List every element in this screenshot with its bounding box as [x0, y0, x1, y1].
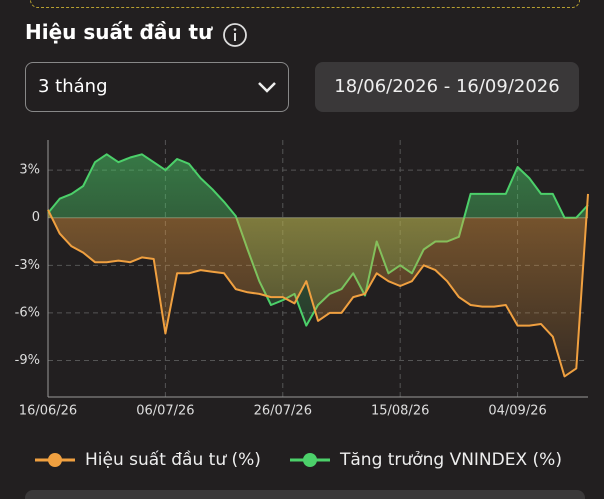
- date-range[interactable]: 18/06/2026 - 16/09/2026: [315, 62, 579, 112]
- legend: Hiệu suất đầu tư (%) Tăng trưởng VNINDEX …: [0, 448, 604, 472]
- period-select[interactable]: 3 tháng: [25, 62, 289, 112]
- top-strip: [30, 0, 580, 8]
- y-tick-label: -9%: [15, 353, 40, 368]
- x-tick-label: 04/09/26: [488, 404, 546, 419]
- y-tick-label: 0: [32, 210, 40, 225]
- date-range-label: 18/06/2026 - 16/09/2026: [334, 76, 560, 97]
- x-tick-label: 15/08/26: [371, 404, 429, 419]
- y-tick-label: -6%: [15, 305, 40, 320]
- info-icon[interactable]: [222, 22, 248, 48]
- chart: 3% 0 -3% -6% -9% 16/06/26 06/07/26 26/07/26 15/0…: [15, 140, 589, 419]
- legend-icon: [290, 453, 330, 467]
- x-tick-label: 06/07/26: [136, 404, 194, 419]
- x-tick-label: 16/06/26: [19, 404, 77, 419]
- bottom-card: [25, 490, 585, 499]
- legend-label: Hiệu suất đầu tư (%): [85, 450, 261, 470]
- legend-icon: [35, 453, 75, 467]
- title: Hiệu suất đầu tư: [25, 20, 213, 44]
- y-tick-label: -3%: [15, 258, 40, 273]
- series-area: [48, 193, 588, 377]
- y-tick-label: 3%: [19, 163, 40, 178]
- x-tick-label: 26/07/26: [254, 404, 312, 419]
- series-line: [47, 193, 589, 378]
- period-label: 3 tháng: [38, 76, 108, 97]
- legend-item[interactable]: Tăng trưởng VNINDEX (%): [290, 448, 562, 472]
- legend-label: Tăng trưởng VNINDEX (%): [340, 450, 562, 470]
- legend-item[interactable]: Hiệu suất đầu tư (%): [35, 448, 261, 472]
- chevron: [258, 82, 276, 93]
